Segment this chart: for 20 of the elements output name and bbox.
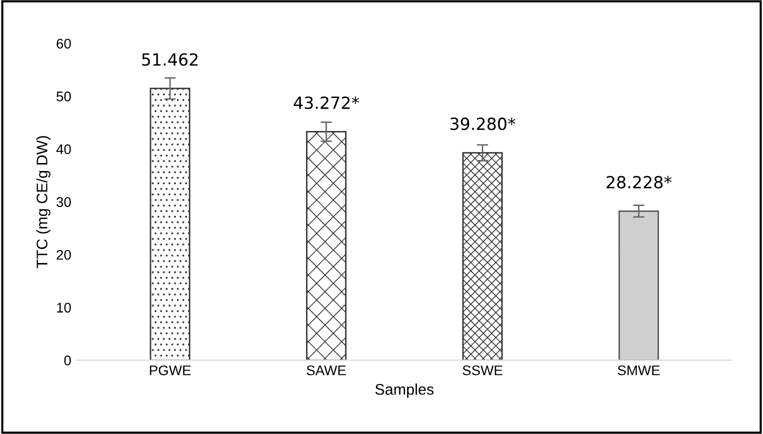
data-label: 43.272* [294, 96, 360, 110]
y-tick-label: 20 [56, 250, 71, 260]
y-tick-label: 40 [56, 144, 71, 154]
data-label: 51.462 [142, 53, 198, 66]
data-label: 28.228* [606, 176, 672, 188]
y-axis-title: TTC (mg CE/g DW) [36, 136, 50, 268]
y-tick-label: 0 [64, 356, 71, 366]
bar [306, 131, 346, 360]
x-axis-title: Samples [375, 384, 434, 398]
x-tick-label: SSWE [462, 365, 502, 376]
data-label: 39.280* [450, 118, 516, 130]
x-tick-label: SMWE [618, 365, 660, 376]
x-tick-label: PGWE [150, 365, 191, 376]
y-tick-label: 10 [57, 302, 71, 313]
y-tick-label: 30 [56, 197, 71, 207]
bar [462, 152, 503, 360]
x-tick-label: SAWE [306, 365, 346, 376]
bar [150, 88, 190, 360]
y-tick-label: 60 [56, 38, 71, 49]
y-tick-label: 50 [56, 92, 71, 102]
